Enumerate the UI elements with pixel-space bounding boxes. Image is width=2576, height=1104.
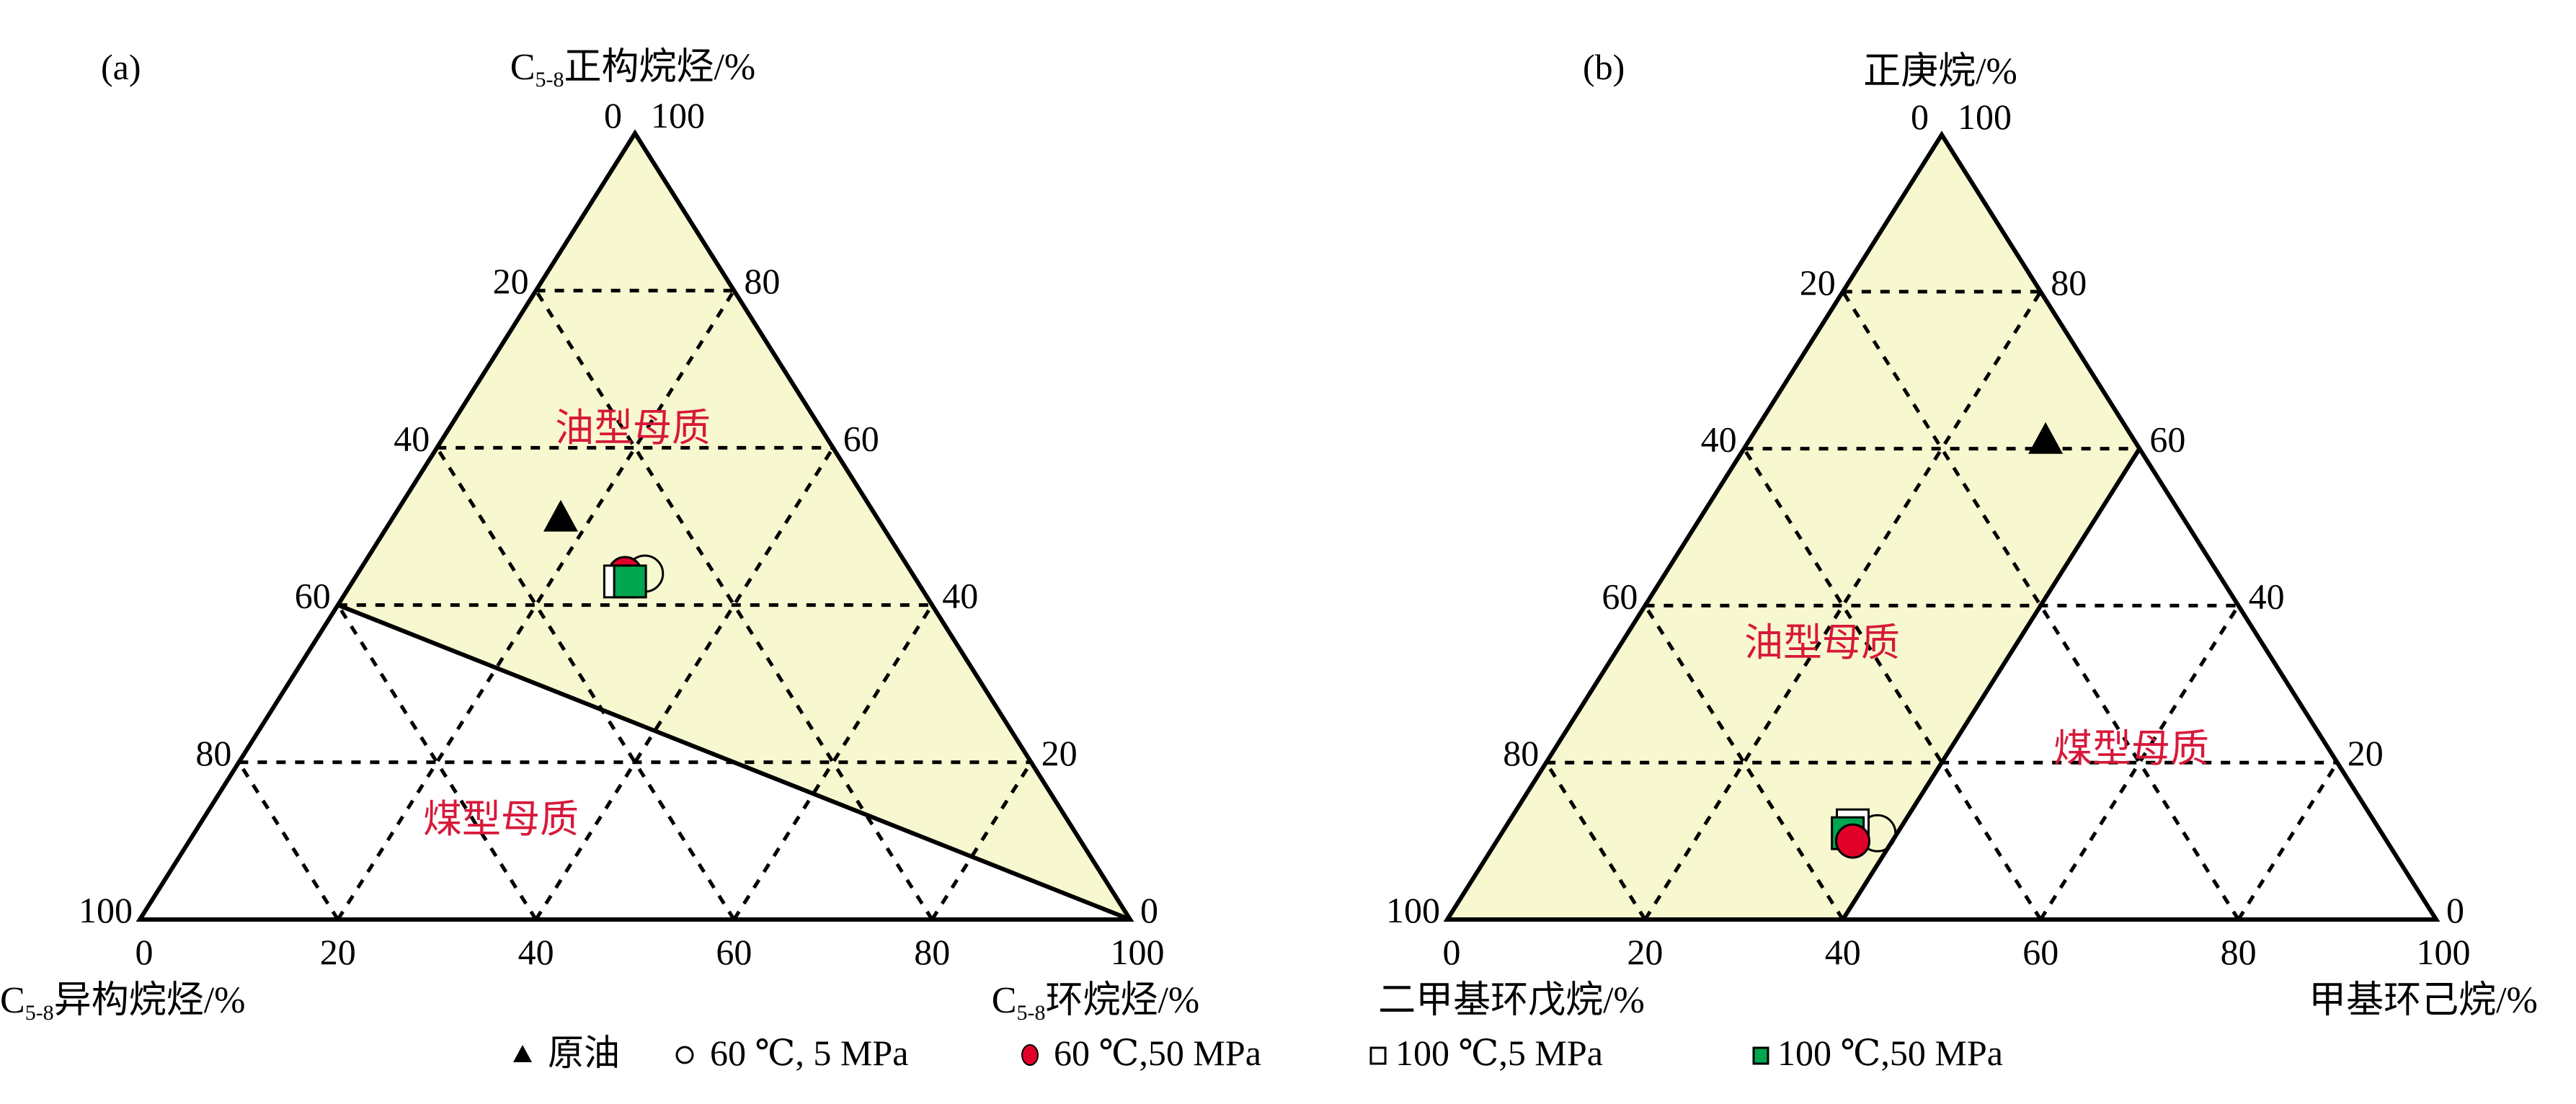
axis-prefix: C: [0, 980, 25, 1021]
axis-text: 正构烷烃/%: [564, 47, 755, 88]
oil-region-label: 油型母质: [555, 406, 711, 450]
tick-label: 60: [716, 932, 752, 972]
axis-text: 异构烷烃/%: [54, 980, 246, 1021]
tick-label: 60: [1602, 576, 1638, 616]
tick-label: 20: [1627, 932, 1663, 972]
legend-label: 60 ℃, 5 MPa: [710, 1033, 908, 1073]
tick-label: 0: [1911, 97, 1929, 137]
tick-label: 80: [914, 932, 950, 972]
panel-label-b: (b): [1583, 47, 1625, 87]
tick-label: 40: [1701, 419, 1737, 460]
tick-label: 40: [2249, 576, 2285, 616]
coal-region-label: 煤型母质: [423, 798, 579, 841]
oil-region-label: 油型母质: [1744, 621, 1900, 664]
tick-label: 40: [394, 418, 430, 458]
tick-label: 100: [1111, 932, 1165, 972]
coal-region-label: 煤型母质: [2053, 727, 2209, 770]
grid-line: [931, 761, 1033, 921]
tick-label: 100: [1958, 97, 2012, 137]
axis-sub: 5-8: [25, 1001, 54, 1025]
axis-prefix: C: [992, 980, 1017, 1021]
axis-text: 甲基环己烷/%: [2309, 980, 2538, 1021]
axis-text: 二甲基环戊烷/%: [1378, 980, 1645, 1021]
tick-label: 40: [1825, 932, 1861, 972]
axis-text: 环烷烃/%: [1045, 980, 1199, 1021]
tick-label: 60: [2149, 419, 2185, 460]
legend-marker-triangle: [513, 1045, 532, 1062]
tick-label: 0: [1443, 932, 1461, 972]
tick-label: 0: [1140, 890, 1158, 930]
triangle-frame: [136, 129, 1134, 922]
tick-label: 80: [2221, 932, 2257, 972]
axis-text: 正庚烷/%: [1863, 51, 2017, 92]
tick-label: 20: [493, 261, 529, 301]
legend-label: 60 ℃,50 MPa: [1054, 1033, 1261, 1073]
legend-label: 100 ℃,50 MPa: [1777, 1033, 2003, 1073]
tick-label: 60: [295, 576, 331, 616]
tick-label: 80: [1503, 733, 1539, 773]
tick-label: 20: [1800, 262, 1836, 303]
axis-title-right-b: 甲基环己烷/%: [2309, 980, 2538, 1021]
grid-line: [336, 289, 736, 921]
tick-label: 40: [518, 932, 554, 972]
grid-line: [534, 289, 934, 921]
tick-label: 0: [604, 95, 622, 135]
legend-marker-square-open: [1369, 1046, 1387, 1065]
ternary-panel-b: (b) 正庚烷/% 二甲基环戊烷/% 甲基环己烷/% 0 100204060801…: [1378, 47, 2538, 1021]
data-point-triangle: [2028, 422, 2064, 454]
oil-region-fill: [337, 133, 1130, 920]
axis-title-left-a: C5-8异构烷烃/%: [0, 980, 245, 1025]
data-point-circle-filled: [1835, 823, 1871, 859]
data-point-triangle: [543, 499, 578, 532]
triangle-frame: [1443, 130, 2440, 922]
legend-label: 100 ℃,5 MPa: [1395, 1033, 1603, 1073]
tick-label: 20: [1041, 733, 1078, 773]
axis-sub: 5-8: [1016, 1001, 1045, 1025]
axis-title-top-a: C5-8正构烷烃/%: [510, 47, 755, 92]
grid-line: [2237, 761, 2339, 921]
tick-label: 100: [651, 95, 705, 135]
grid-line: [237, 761, 339, 921]
grid-line: [732, 604, 934, 921]
grid-line: [2039, 605, 2240, 921]
grid-line: [336, 604, 538, 921]
tick-label: 80: [744, 261, 780, 301]
region-boundary-line: [337, 602, 1132, 922]
tick-label: 0: [2446, 890, 2464, 930]
axis-prefix: C: [510, 47, 536, 88]
grid-line: [1545, 761, 1647, 921]
axis-title-top-b: 正庚烷/%: [1863, 51, 2017, 92]
region-boundary-line: [1841, 448, 2141, 921]
oil-region-fill: [1447, 135, 2140, 920]
legend-marker-square-filled: [1752, 1046, 1769, 1065]
ternary-panel-a: (a) C5-8正构烷烃/% C5-8异构烷烃/% C5-8环烷烃/% 0 100…: [0, 47, 1199, 1025]
data-point-square-filled: [613, 564, 647, 599]
legend-label: 原油: [548, 1033, 620, 1073]
legend: 原油 60 ℃, 5 MPa 60 ℃,50 MPa 100 ℃,5 MPa 1…: [513, 1033, 2003, 1073]
tick-label: 100: [2417, 932, 2471, 972]
tick-label: 20: [320, 932, 356, 972]
tick-label: 100: [79, 890, 133, 930]
tick-label: 0: [136, 932, 154, 972]
tick-label: 20: [2348, 733, 2384, 773]
tick-label: 40: [942, 576, 978, 616]
axis-title-left-b: 二甲基环戊烷/%: [1378, 980, 1645, 1021]
tick-label: 60: [843, 418, 879, 458]
axis-sub: 5-8: [535, 68, 564, 92]
legend-marker-circle-open: [675, 1046, 694, 1064]
tick-label: 80: [195, 733, 231, 773]
grid-line: [1643, 290, 2043, 921]
panel-label-a: (a): [101, 47, 141, 87]
grid-line: [1643, 605, 1844, 921]
axis-title-right-a: C5-8环烷烃/%: [992, 980, 1199, 1025]
grid-line: [1841, 290, 2240, 921]
tick-label: 100: [1386, 890, 1440, 930]
tick-label: 80: [2051, 262, 2087, 303]
legend-marker-circle-filled: [1021, 1044, 1039, 1066]
tick-label: 60: [2022, 932, 2058, 972]
